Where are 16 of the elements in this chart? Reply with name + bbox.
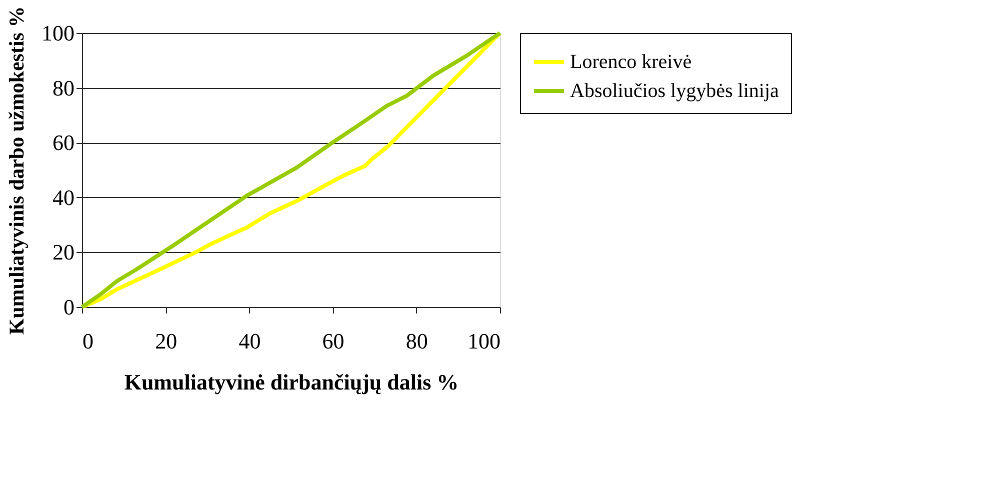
y-tick-label: 80 [52,75,74,100]
x-tick-label: 0 [82,328,94,354]
legend-label: Absoliučios lygybės linija [570,80,779,102]
y-axis-title: Kumuliatyvinis darbo užmokestis % [4,6,28,335]
y-tick-label: 60 [52,130,74,156]
y-tick-label: 40 [52,184,74,210]
y-tick-label: 100 [42,20,74,46]
x-axis-title: Kumuliatyvinė dirbančiųjų dalis % [124,370,459,394]
x-tick-label: 80 [406,328,428,354]
y-tick-label: 20 [52,240,74,265]
x-tick-label: 40 [238,328,261,354]
x-tick-label: 60 [322,328,344,354]
y-tick-label: 0 [64,294,74,320]
x-tick-label: 20 [155,328,178,354]
x-tick-label: 100 [468,328,500,354]
legend-label: Lorenco kreivė [570,51,692,73]
